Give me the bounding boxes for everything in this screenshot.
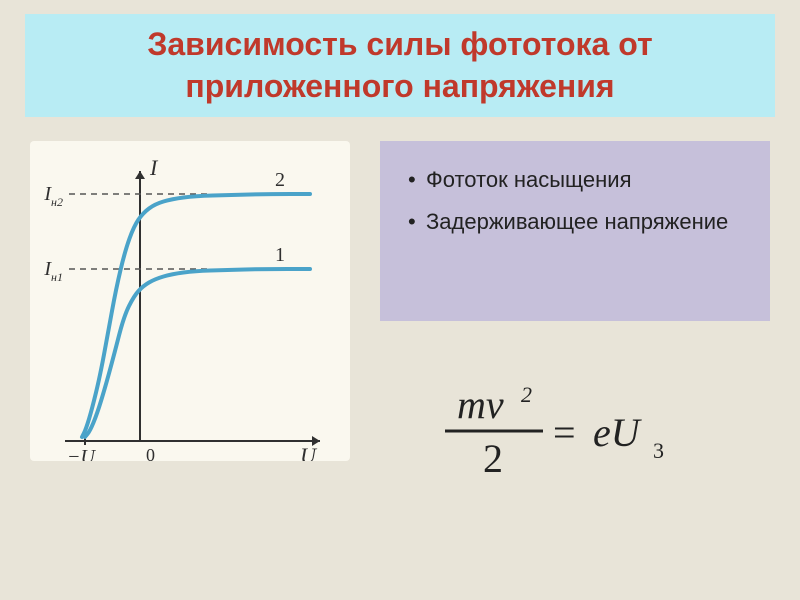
formula-block: mv 2 2 = eU 3: [380, 376, 770, 491]
formula-svg: mv 2 2 = eU 3: [435, 376, 715, 486]
svg-text:Iн1: Iн1: [43, 258, 63, 284]
formula-num: mv: [457, 382, 504, 427]
svg-text:1: 1: [275, 244, 285, 266]
svg-text:0: 0: [146, 445, 155, 461]
bullet-stopping-voltage: Задерживающее напряжение: [408, 201, 750, 243]
formula-equals: =: [553, 410, 576, 455]
formula-rhs-sub: 3: [653, 438, 664, 463]
svg-text:Iн2: Iн2: [43, 183, 63, 209]
title-text: Зависимость силы фототока от приложенног…: [45, 24, 755, 107]
right-column: Фототок насыщения Задерживающее напряжен…: [380, 141, 770, 491]
chart-svg: I U 0 −Uз Iн1 Iн2 1 2: [30, 141, 350, 461]
svg-text:2: 2: [275, 169, 285, 191]
svg-text:U: U: [300, 443, 318, 461]
content-row: I U 0 −Uз Iн1 Iн2 1 2 Фототок насыщения Задержи…: [20, 141, 780, 491]
formula-num-exp: 2: [521, 382, 532, 407]
svg-text:−Uз: −Uз: [67, 446, 100, 461]
formula-rhs: eU: [593, 410, 643, 455]
formula-den: 2: [483, 436, 503, 481]
title-banner: Зависимость силы фототока от приложенног…: [25, 14, 775, 117]
iv-chart: I U 0 −Uз Iн1 Iн2 1 2: [30, 141, 350, 461]
bullet-saturation: Фототок насыщения: [408, 159, 750, 201]
svg-text:I: I: [149, 155, 159, 180]
bullets-panel: Фототок насыщения Задерживающее напряжен…: [380, 141, 770, 321]
